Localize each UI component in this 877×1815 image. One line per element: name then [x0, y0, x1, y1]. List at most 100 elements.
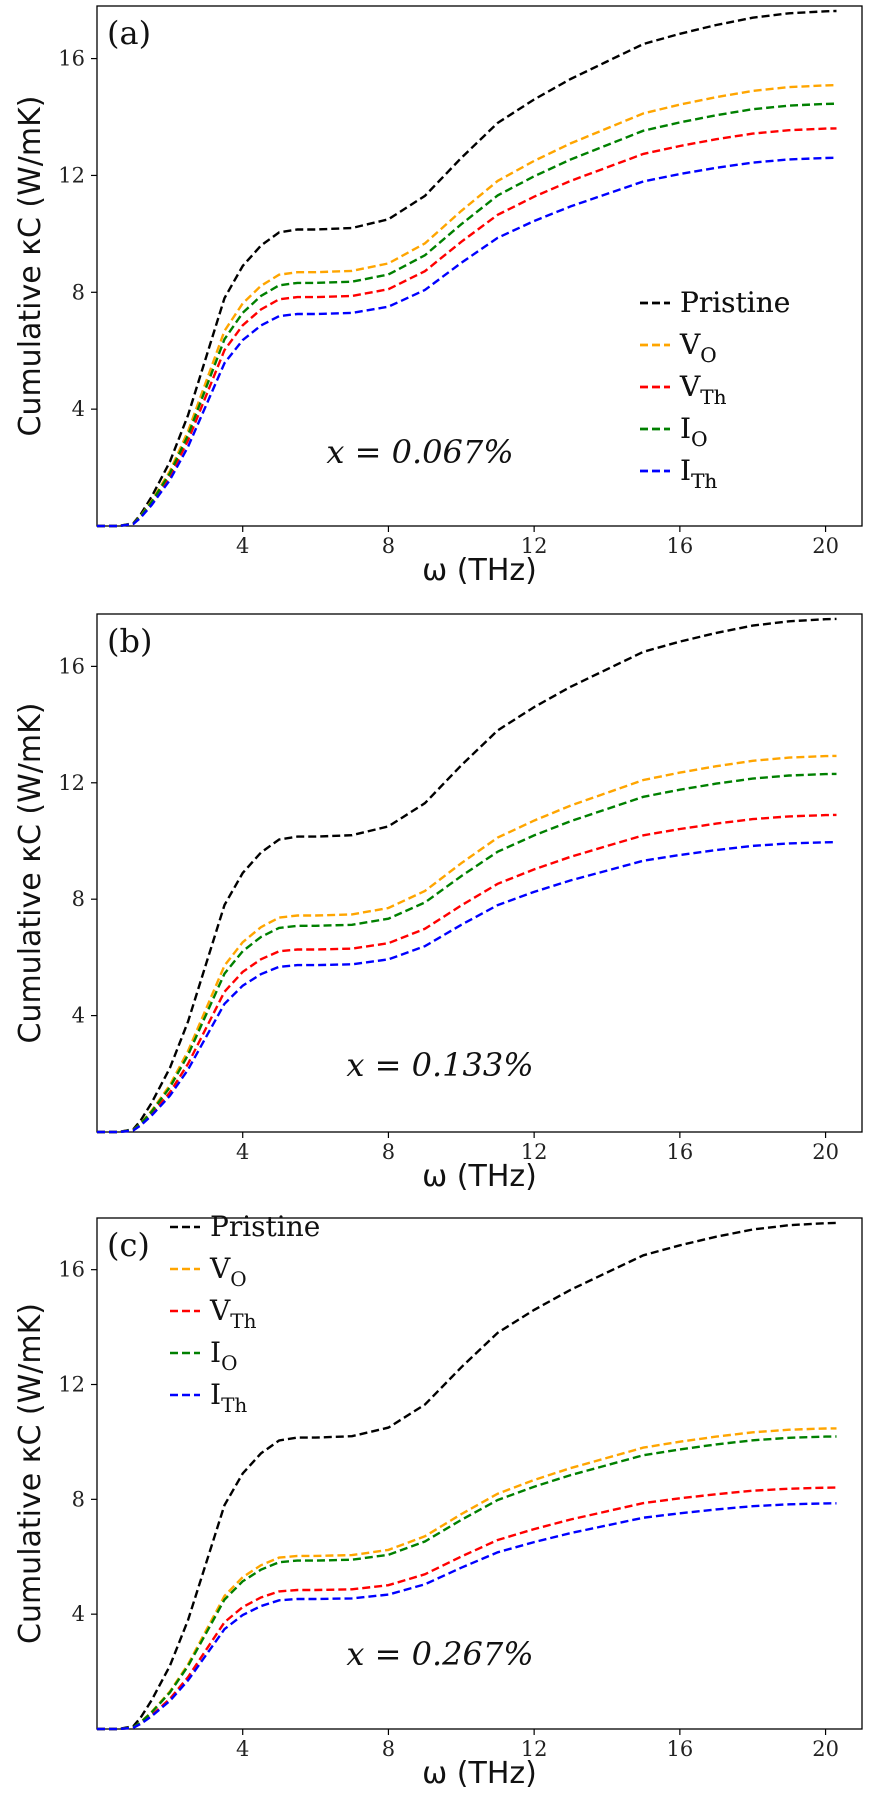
legend-entry-subscript: O	[691, 427, 707, 451]
series-line-pristine	[97, 9, 837, 528]
panel-b: 4 8 12 16 20 4 8 12 16 ω (THz) Cumulative κC (W/mK…	[13, 286, 863, 1194]
legend-entry: Pristine	[680, 286, 790, 319]
legend-entry: Pristine	[680, 286, 790, 319]
legend-entry-subscript: O	[700, 343, 716, 367]
legend-entry-subscript: O	[700, 343, 716, 367]
series-line-io	[97, 772, 837, 1134]
legend-entry-subscript: Th	[691, 469, 717, 493]
x-tick-label: 4	[236, 1140, 249, 1164]
legend-entry: VO	[679, 328, 717, 367]
legend-entry-name: I	[210, 1336, 221, 1369]
legend-entry-name: I	[680, 412, 691, 445]
x-axis-label: ω (THz)	[422, 553, 537, 588]
legend-entry-name: V	[679, 328, 701, 361]
legend-entry: ITh	[210, 1378, 247, 1417]
x-tick-label: 8	[382, 1140, 395, 1164]
legend-entry-name: I	[680, 454, 691, 487]
x-tick-label: 16	[666, 534, 693, 558]
panel-label: (c)	[107, 1226, 150, 1264]
legend-entry-name: I	[210, 1378, 221, 1411]
plot-frame	[96, 613, 863, 1133]
x-tick-label: 20	[812, 1737, 839, 1761]
legend-entry: VO	[679, 328, 717, 367]
x-tick-label: 4	[236, 1737, 249, 1761]
legend-entry-name: V	[679, 370, 701, 403]
legend-entry-subscript: Th	[691, 469, 717, 493]
y-tick-label: 16	[58, 654, 85, 678]
panel-label: (a)	[107, 14, 151, 52]
concentration-annotation: x = 0.067%	[326, 433, 513, 471]
legend-entry-subscript: O	[221, 1351, 237, 1375]
y-tick-label: 16	[58, 1258, 85, 1282]
series-line-io	[97, 1435, 837, 1731]
legend-entry-subscript: Th	[700, 385, 726, 409]
y-tick-label: 12	[58, 1373, 85, 1397]
panel-c: 4 8 12 16 20 4 8 12 16 ω (THz) Cumulative κC (W/mK…	[13, 1210, 863, 1791]
x-tick-label: 12	[521, 1737, 548, 1761]
legend-entry-name: Pristine	[680, 286, 790, 319]
legend-entry-name: I	[680, 412, 691, 445]
y-tick-label: 8	[72, 280, 85, 304]
y-tick-label: 4	[72, 397, 85, 421]
legend-entry: VTh	[679, 370, 727, 409]
legend-entry-subscript: Th	[221, 1393, 247, 1417]
legend-entry-name: V	[209, 1294, 231, 1327]
series-line-vth	[97, 1486, 837, 1731]
legend-entry: IO	[680, 412, 707, 451]
y-tick-label: 4	[72, 1004, 85, 1028]
x-tick-label: 16	[666, 1737, 693, 1761]
x-tick-label: 8	[382, 1737, 395, 1761]
legend-entry-subscript: Th	[700, 385, 726, 409]
series-line-vth	[97, 813, 837, 1134]
legend-entry: IO	[680, 412, 707, 451]
legend-entry: Pristine	[210, 1210, 320, 1243]
legend-entry-name: Pristine	[210, 1210, 320, 1243]
y-tick-label: 12	[58, 163, 85, 187]
y-tick-label: 16	[58, 47, 85, 71]
legend-entry: VTh	[209, 1294, 257, 1333]
series-line-pristine	[97, 617, 837, 1134]
legend-entry-name: V	[679, 328, 701, 361]
series-line-ith	[97, 1502, 837, 1731]
y-tick-label: 8	[72, 887, 85, 911]
y-axis-label: Cumulative κC (W/mK)	[13, 702, 48, 1043]
series-line-io	[97, 102, 837, 528]
y-axis-label: Cumulative κC (W/mK)	[13, 1303, 48, 1644]
series-line-vo	[97, 1427, 837, 1731]
legend-entry: ITh	[680, 454, 717, 493]
legend-entry: VTh	[679, 370, 727, 409]
legend-entry-subscript: O	[691, 427, 707, 451]
plot-frame	[96, 1217, 863, 1730]
x-tick-label: 4	[236, 534, 249, 558]
x-tick-label: 20	[812, 1140, 839, 1164]
concentration-annotation: x = 0.267%	[346, 1635, 533, 1673]
concentration-annotation: x = 0.133%	[346, 1046, 533, 1084]
y-axis-label: Cumulative κC (W/mK)	[13, 95, 48, 436]
x-tick-label: 12	[521, 534, 548, 558]
panel-label: (b)	[107, 622, 152, 660]
x-axis-label: ω (THz)	[422, 1756, 537, 1791]
panel-a: 4 8 12 16 20 4 8 12 16 ω (THz) Cumulative κC (W/mK…	[13, 5, 863, 588]
series-line-vth	[97, 127, 837, 528]
series-line-ith	[97, 840, 837, 1134]
x-tick-label: 12	[521, 1140, 548, 1164]
plot-frame	[96, 5, 863, 527]
x-axis-label: ω (THz)	[422, 1159, 537, 1194]
legend-entry: ITh	[680, 454, 717, 493]
series-line-pristine	[97, 1221, 837, 1731]
legend-entry-name: V	[679, 370, 701, 403]
legend-entry-name: Pristine	[680, 286, 790, 319]
legend-entry-name: I	[680, 454, 691, 487]
y-tick-label: 4	[72, 1602, 85, 1626]
y-tick-label: 12	[58, 771, 85, 795]
legend-entry-subscript: O	[230, 1267, 246, 1291]
x-tick-label: 20	[812, 534, 839, 558]
x-tick-label: 16	[666, 1140, 693, 1164]
legend-entry-subscript: Th	[230, 1309, 256, 1333]
legend-entry-name: V	[209, 1252, 231, 1285]
y-tick-label: 8	[72, 1487, 85, 1511]
legend-entry: IO	[210, 1336, 237, 1375]
